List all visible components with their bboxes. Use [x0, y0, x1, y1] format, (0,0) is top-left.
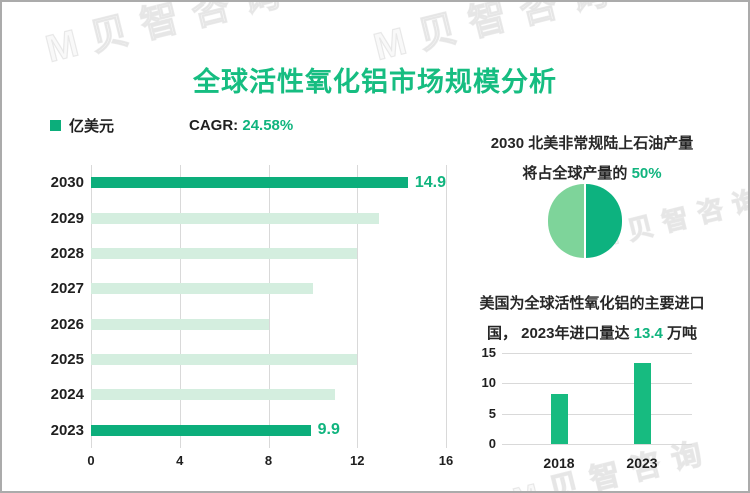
- bar-value-2030: 14.9: [414, 173, 446, 191]
- year-label-2029: 2029: [50, 209, 84, 227]
- import-volume-stat: 美国为全球活性氧化铝的主要进口 国， 2023年进口量达 13.4 万吨: [450, 289, 734, 349]
- bar-2028: [91, 247, 358, 259]
- small-gridline-y-5: [502, 413, 692, 415]
- small-bar-2018: [551, 394, 568, 444]
- year-label-2026: 2026: [50, 315, 84, 333]
- oil-production-stat: 2030 北美非常规陆上石油产量 将占全球产量的 50%: [452, 129, 732, 189]
- x-tick-label-16: 16: [438, 453, 454, 468]
- year-label-2024: 2024: [50, 386, 84, 404]
- gridline-x-16: [446, 165, 447, 448]
- stat1-line2: 将占全球产量的: [522, 165, 632, 182]
- small-gridline-y-0: [502, 444, 692, 445]
- stat1-value: 50%: [631, 165, 662, 182]
- small-gridline-y-15: [502, 353, 692, 354]
- legend-swatch: [50, 120, 61, 131]
- bar-track-2025: [91, 354, 446, 366]
- small-x-label-2018: 2018: [543, 455, 575, 471]
- pie-slice-left: [548, 184, 584, 258]
- gridline-x-0: [91, 165, 92, 448]
- stat2-line2: 国， 2023年进口量达: [486, 325, 634, 342]
- small-x-label-2023: 2023: [626, 455, 658, 471]
- year-label-2030: 2030: [50, 174, 84, 192]
- bar-2025: [91, 354, 358, 366]
- bar-row-2024: 2024: [42, 377, 466, 412]
- bar-chart-x-axis: 0 4 8 12 16: [87, 453, 453, 473]
- small-gridline-y-10: [502, 383, 692, 385]
- small-bar-2023: [634, 362, 651, 444]
- bar-chart-gridlines: [91, 165, 447, 448]
- stat2-line2-suffix: 万吨: [662, 325, 698, 342]
- pie-slice-right: [586, 184, 622, 258]
- bar-row-2029: 2029: [42, 200, 466, 235]
- bar-track-2028: [91, 247, 446, 259]
- bar-2024: [91, 389, 336, 401]
- x-tick-label-0: 0: [87, 453, 95, 468]
- bar-row-2026: 2026: [42, 307, 466, 342]
- bar-2023: [91, 424, 311, 436]
- bar-track-2029: [91, 212, 446, 224]
- bar-chart-rows: 2030 14.9 2029 2028 2027 2026 2025 2024 2023 9.9: [42, 165, 466, 448]
- bar-2027: [91, 283, 313, 295]
- x-tick-label-12: 12: [350, 453, 365, 468]
- market-size-bar-chart: 2030 14.9 2029 2028 2027 2026 2025 2024 2023 9.9 …: [42, 165, 466, 485]
- bar-track-2027: [91, 283, 446, 295]
- bar-track-2026: [91, 318, 446, 330]
- cagr-group: CAGR: 24.58%: [189, 117, 293, 134]
- small-y-tick-label-10: 10: [481, 375, 496, 391]
- pie-chart: [548, 184, 622, 258]
- small-y-tick-label-15: 15: [481, 345, 496, 360]
- x-tick-label-8: 8: [264, 453, 273, 468]
- gridline-x-4: [179, 165, 181, 448]
- gridline-x-12: [357, 165, 359, 448]
- import-volume-bar-chart: 2018 2023 0 5 10 15: [472, 342, 720, 487]
- bar-track-2024: [91, 389, 446, 401]
- small-y-tick-label-0: 0: [488, 436, 496, 451]
- bar-track-2023: 9.9: [91, 421, 446, 439]
- bar-row-2027: 2027: [42, 271, 466, 306]
- stat2-value: 13.4: [633, 325, 663, 342]
- bar-2026: [91, 318, 269, 330]
- small-chart-plot: 2018 2023: [502, 353, 692, 471]
- stat1-line1: 2030 北美非常规陆上石油产量: [490, 135, 694, 152]
- x-tick-label-4: 4: [176, 453, 184, 468]
- year-label-2028: 2028: [50, 244, 84, 262]
- small-y-tick-label-5: 5: [488, 405, 496, 421]
- cagr-label: CAGR:: [189, 117, 239, 134]
- bar-track-2030: 14.9: [91, 174, 446, 192]
- bar-value-2023: 9.9: [317, 421, 340, 439]
- year-label-2025: 2025: [50, 351, 84, 369]
- bar-row-2030: 2030 14.9: [42, 165, 466, 200]
- bar-row-2023: 2023 9.9: [42, 413, 466, 448]
- legend-row: 亿美元 CAGR: 24.58%: [50, 115, 293, 136]
- bar-row-2025: 2025: [42, 342, 466, 377]
- stat2-line1: 美国为全球活性氧化铝的主要进口: [479, 295, 705, 312]
- gridline-x-8: [268, 165, 270, 448]
- bar-row-2028: 2028: [42, 236, 466, 271]
- bar-2030: [91, 177, 408, 189]
- cagr-value: 24.58%: [242, 117, 294, 134]
- legend-unit-label: 亿美元: [69, 118, 115, 135]
- bar-2029: [91, 212, 380, 224]
- year-label-2023: 2023: [50, 421, 84, 439]
- page-title: 全球活性氧化铝市场规模分析: [193, 67, 557, 98]
- year-label-2027: 2027: [50, 280, 84, 298]
